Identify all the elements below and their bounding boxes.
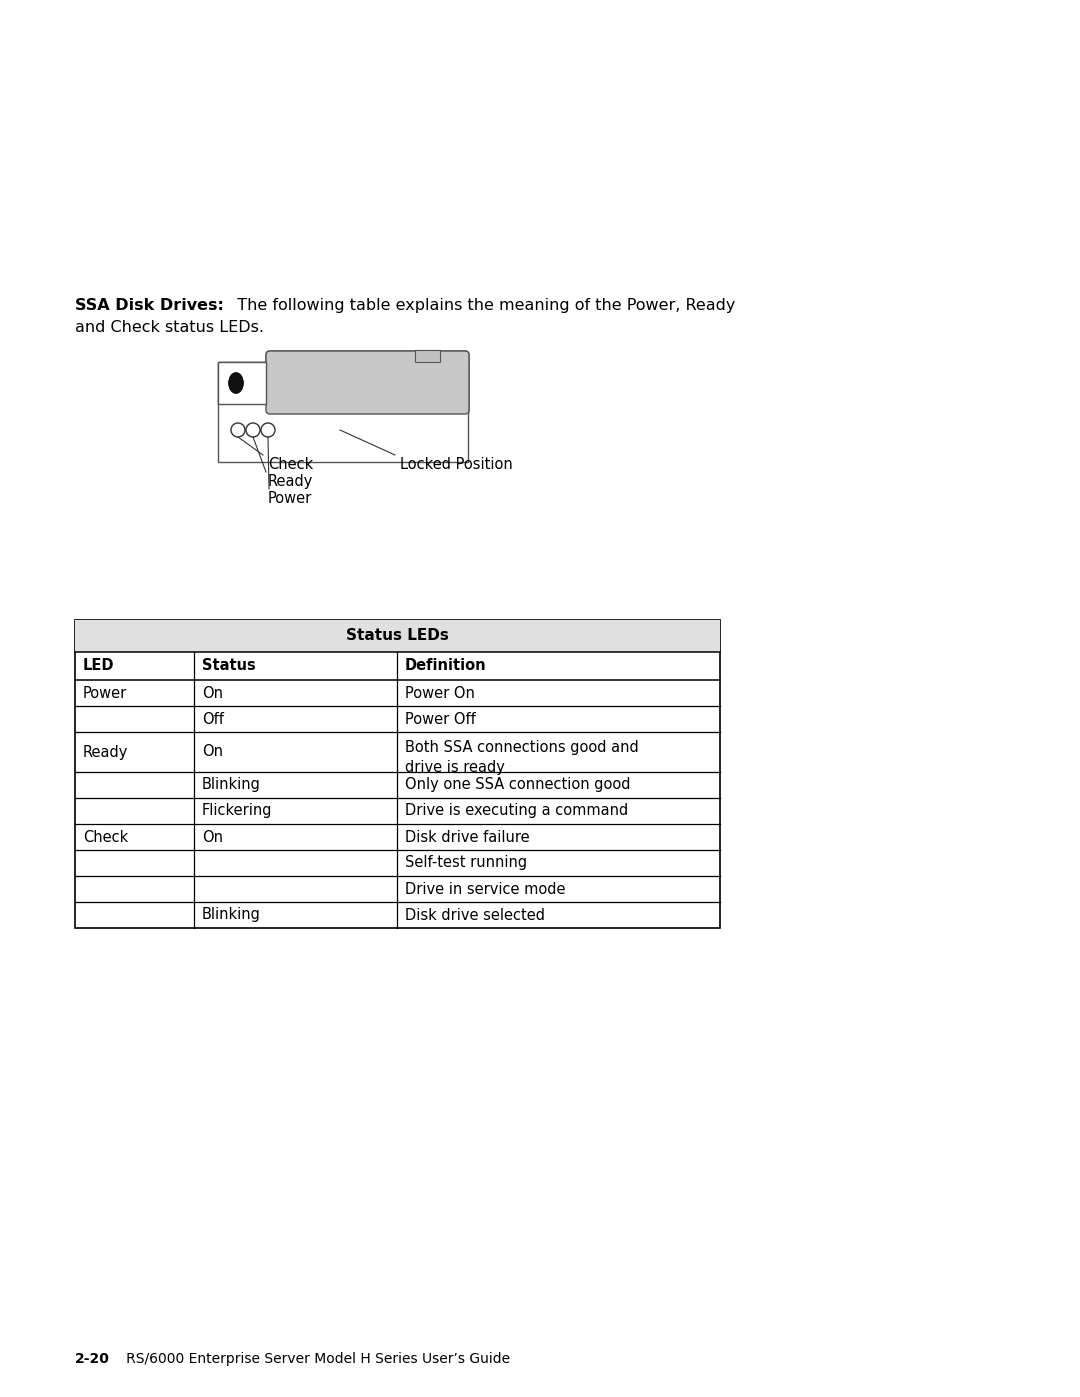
Text: Power Off: Power Off <box>405 711 476 726</box>
Text: Blinking: Blinking <box>202 908 261 922</box>
Ellipse shape <box>229 373 243 393</box>
Text: Self-test running: Self-test running <box>405 855 527 870</box>
Text: Status LEDs: Status LEDs <box>346 629 449 644</box>
Bar <box>415 351 440 362</box>
Text: Check: Check <box>268 457 313 472</box>
Text: Disk drive failure: Disk drive failure <box>405 830 529 845</box>
Bar <box>218 362 468 462</box>
Text: LED: LED <box>83 658 114 673</box>
Bar <box>218 362 266 404</box>
Bar <box>415 351 440 362</box>
Text: Locked Position: Locked Position <box>400 457 513 472</box>
Text: 2-20: 2-20 <box>75 1352 110 1366</box>
FancyBboxPatch shape <box>266 351 469 414</box>
Bar <box>75 620 720 928</box>
Text: and Check status LEDs.: and Check status LEDs. <box>75 320 264 335</box>
Text: RS/6000 Enterprise Server Model H Series User’s Guide: RS/6000 Enterprise Server Model H Series… <box>113 1352 510 1366</box>
Bar <box>75 620 720 652</box>
Text: The following table explains the meaning of the Power, Ready: The following table explains the meaning… <box>227 298 735 313</box>
Text: SSA Disk Drives:: SSA Disk Drives: <box>75 298 224 313</box>
Text: Drive is executing a command: Drive is executing a command <box>405 803 629 819</box>
Text: On: On <box>202 745 222 760</box>
Bar <box>218 362 266 404</box>
Text: Disk drive selected: Disk drive selected <box>405 908 545 922</box>
Text: Both SSA connections good and: Both SSA connections good and <box>405 740 638 754</box>
FancyBboxPatch shape <box>266 351 469 414</box>
Text: Power: Power <box>268 490 312 506</box>
Text: Power On: Power On <box>405 686 475 700</box>
Text: Ready: Ready <box>268 474 313 489</box>
Text: Drive in service mode: Drive in service mode <box>405 882 566 897</box>
Text: Status: Status <box>202 658 256 673</box>
Text: Off: Off <box>202 711 224 726</box>
Text: Power: Power <box>83 686 127 700</box>
Text: drive is ready: drive is ready <box>405 760 504 775</box>
Text: Blinking: Blinking <box>202 778 261 792</box>
Text: Flickering: Flickering <box>202 803 272 819</box>
Text: On: On <box>202 830 222 845</box>
Text: Ready: Ready <box>83 745 129 760</box>
Text: Check: Check <box>83 830 129 845</box>
Text: Only one SSA connection good: Only one SSA connection good <box>405 778 631 792</box>
Ellipse shape <box>229 373 243 393</box>
Text: On: On <box>202 686 222 700</box>
Text: Definition: Definition <box>405 658 487 673</box>
